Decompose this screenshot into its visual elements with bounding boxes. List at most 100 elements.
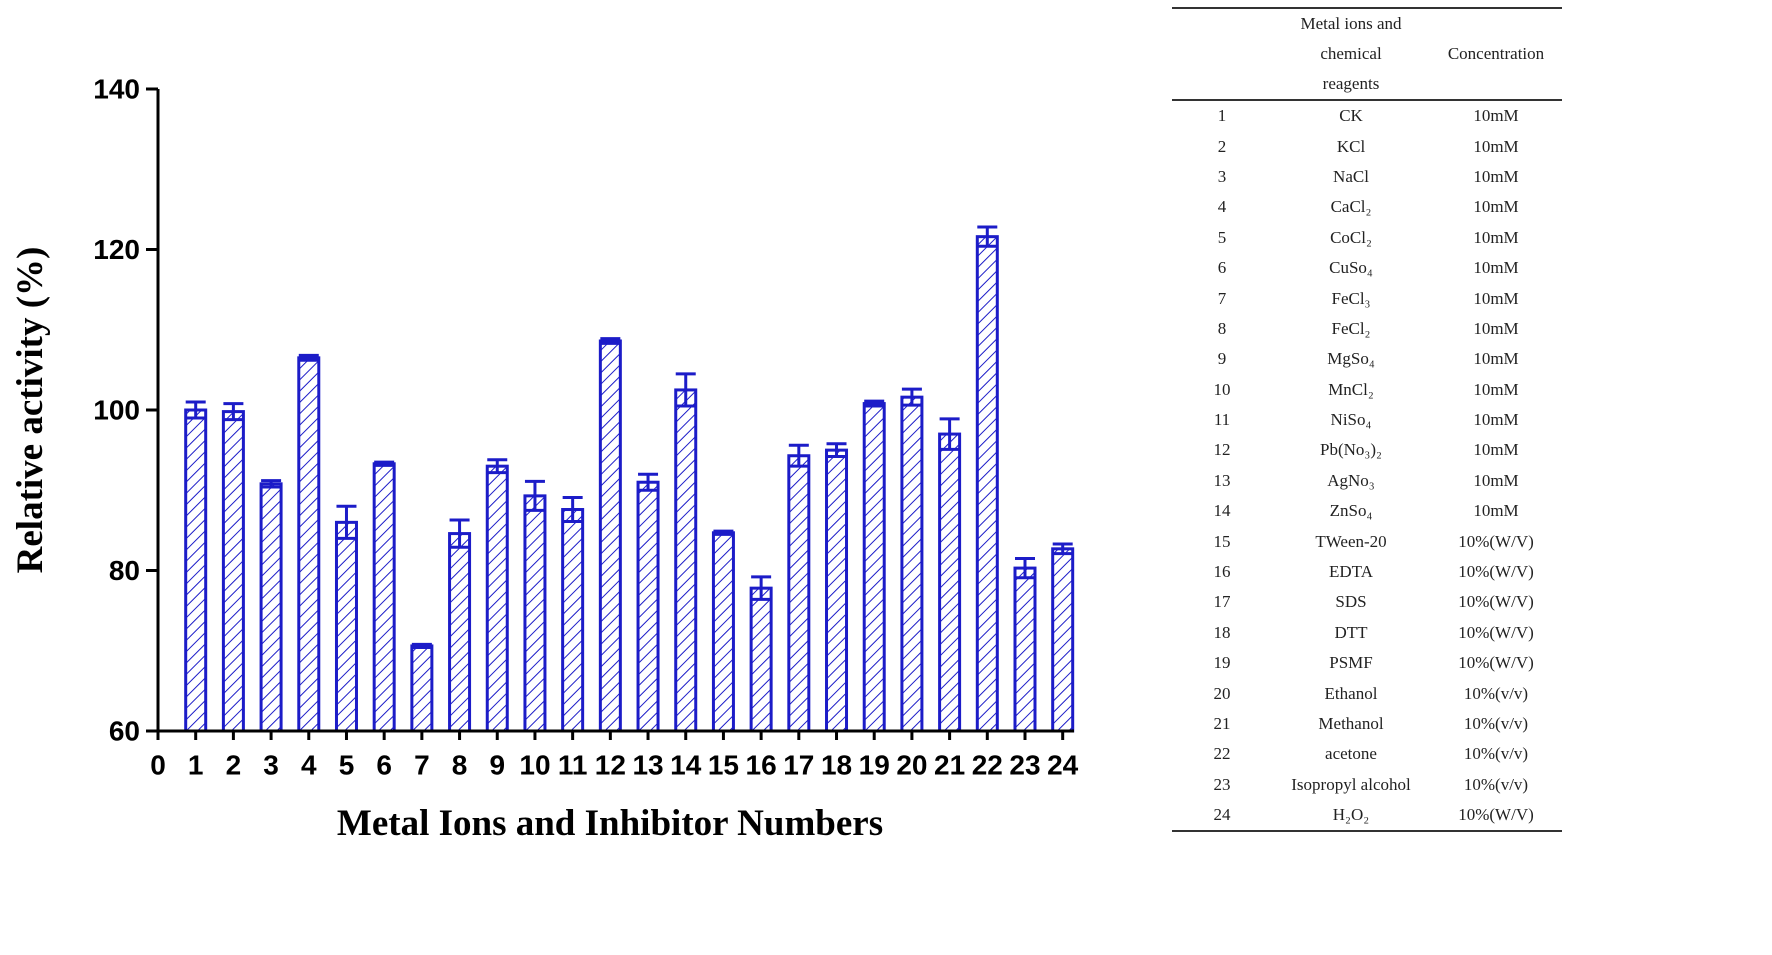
- bar: [1013, 566, 1037, 733]
- table-cell: 10mM: [1473, 166, 1519, 186]
- x-tick-label: 18: [821, 749, 852, 780]
- x-tick-label: 12: [595, 749, 626, 780]
- table-cell: MnCl₂: [1328, 379, 1374, 399]
- x-tick-label: 7: [414, 749, 430, 780]
- table-cell: 14: [1213, 501, 1231, 521]
- table-cell: NiSo₄: [1330, 410, 1372, 430]
- table-cell: 1: [1217, 106, 1227, 126]
- table-row: 6 CuSo₄ 10mM: [1172, 253, 1562, 283]
- table-cell: 10%(v/v): [1463, 744, 1529, 764]
- y-tick-label: 80: [109, 555, 140, 586]
- table-cell: H₂O₂: [1332, 805, 1370, 825]
- table-row: 16 EDTA 10%(W/V): [1172, 557, 1562, 587]
- bar: [259, 482, 283, 733]
- table-cell: 10mM: [1473, 106, 1519, 126]
- table-cell: Isopropyl alcohol: [1291, 774, 1411, 794]
- table-row: 2 KCl 10mM: [1172, 131, 1562, 161]
- table-row: 1 CK 10mM: [1172, 100, 1562, 131]
- header-cell: Concentration: [1447, 44, 1545, 63]
- bar: [334, 520, 358, 733]
- table-cell: 10mM: [1473, 136, 1519, 156]
- y-tick-label: 120: [93, 234, 140, 265]
- table-row: 10 MnCl₂ 10mM: [1172, 375, 1562, 405]
- table-cell: 3: [1217, 166, 1227, 186]
- table-cell: 10: [1213, 379, 1231, 399]
- table-row: 14 ZnSo₄ 10mM: [1172, 496, 1562, 526]
- table-cell: 9: [1217, 349, 1227, 369]
- table-cell: ZnSo₄: [1329, 501, 1373, 521]
- table-cell: CaCl₂: [1330, 197, 1372, 217]
- x-tick-label: 16: [746, 749, 777, 780]
- x-tick-label: 13: [632, 749, 663, 780]
- table-cell: 20: [1213, 683, 1231, 703]
- table-row: 4 CaCl₂ 10mM: [1172, 192, 1562, 222]
- table-cell: 7: [1217, 288, 1227, 308]
- bar: [787, 454, 811, 733]
- y-tick-label: 100: [93, 394, 140, 425]
- bar: [749, 586, 773, 733]
- table-row: 5 CoCl₂ 10mM: [1172, 223, 1562, 253]
- table-cell: 21: [1213, 714, 1231, 733]
- table-cell: 10%(v/v): [1463, 774, 1529, 794]
- table-cell: 10%(W/V): [1458, 531, 1534, 551]
- bar: [975, 235, 999, 733]
- bar: [636, 480, 660, 733]
- table-row: 17 SDS 10%(W/V): [1172, 587, 1562, 617]
- table-cell: EDTA: [1329, 562, 1373, 582]
- bar: [825, 448, 849, 733]
- table-cell: 10%(W/V): [1458, 562, 1534, 582]
- x-tick-label: 23: [1009, 749, 1040, 780]
- table-cell: PSMF: [1329, 653, 1373, 673]
- table-row: 20 Ethanol 10%(v/v): [1172, 678, 1562, 708]
- table-cell: 6: [1217, 258, 1227, 278]
- table-cell: MgSo₄: [1327, 349, 1375, 369]
- bar: [448, 532, 472, 733]
- table-cell: 8: [1217, 318, 1227, 338]
- table-row: 21 Methanol 10%(v/v): [1172, 709, 1562, 739]
- x-tick-label: 10: [519, 749, 550, 780]
- table-cell: 24: [1213, 805, 1231, 825]
- x-tick-label: 4: [301, 749, 317, 780]
- x-tick-label: 9: [489, 749, 505, 780]
- table-row: 19 PSMF 10%(W/V): [1172, 648, 1562, 678]
- table-cell: 18: [1213, 622, 1231, 642]
- table-cell: 10mM: [1473, 349, 1519, 369]
- bar: [221, 410, 245, 733]
- table-cell: 10mM: [1473, 440, 1519, 460]
- y-tick-label: 140: [93, 73, 140, 104]
- reagent-table: Metal ions and chemical reagents Concent…: [1172, 7, 1562, 833]
- table-row: 11 NiSo₄ 10mM: [1172, 405, 1562, 435]
- bar: [900, 395, 924, 733]
- table-cell: 15: [1213, 531, 1231, 551]
- table-cell: 10%(v/v): [1463, 714, 1529, 733]
- bar: [862, 402, 886, 733]
- table-row: 8 FeCl₂ 10mM: [1172, 314, 1562, 344]
- header-cell: [1172, 8, 1272, 100]
- table-row: 3 NaCl 10mM: [1172, 162, 1562, 192]
- table-cell: FeCl₂: [1331, 318, 1371, 338]
- bar: [711, 531, 735, 733]
- table-cell: 10mM: [1473, 197, 1519, 217]
- x-tick-label: 5: [339, 749, 355, 780]
- y-axis-title: Relative activity (%): [10, 247, 51, 574]
- x-tick-label: 2: [226, 749, 242, 780]
- table-cell: 10%(W/V): [1458, 592, 1534, 612]
- table-cell: 2: [1217, 136, 1227, 156]
- bar: [297, 356, 321, 733]
- table-cell: Pb(No₃)₂: [1320, 440, 1382, 460]
- bar: [598, 339, 622, 733]
- header-cell: Metal ions and chemical reagents: [1300, 14, 1402, 93]
- table-cell: 10%(W/V): [1458, 622, 1534, 642]
- table-cell: 10mM: [1473, 470, 1519, 490]
- table-row: 23 Isopropyl alcohol 10%(v/v): [1172, 770, 1562, 800]
- bar: [938, 432, 962, 733]
- table-cell: NaCl: [1333, 166, 1369, 186]
- x-tick-label: 19: [859, 749, 890, 780]
- x-tick-label: 8: [452, 749, 468, 780]
- table-cell: 10mM: [1473, 501, 1519, 521]
- x-tick-label: 6: [376, 749, 392, 780]
- table-row: 13 AgNo₃ 10mM: [1172, 466, 1562, 496]
- table-cell: CK: [1339, 106, 1363, 126]
- bar: [485, 464, 509, 733]
